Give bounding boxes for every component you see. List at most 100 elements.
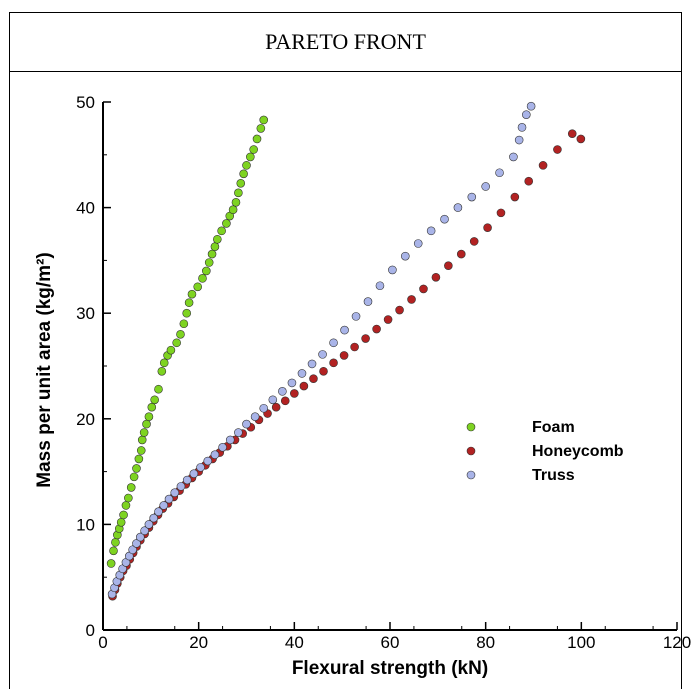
data-point — [340, 325, 349, 335]
data-point — [576, 134, 586, 144]
x-tick-label: 120 — [663, 633, 691, 652]
series-honeycomb — [108, 129, 586, 601]
y-axis-label: Mass per unit area (kg/m²) — [34, 252, 55, 487]
data-point — [456, 249, 466, 259]
data-point — [172, 338, 181, 348]
legend-label: Foam — [532, 419, 575, 436]
data-point — [329, 358, 338, 368]
data-point — [383, 315, 393, 324]
data-point — [137, 435, 147, 445]
data-point — [159, 358, 169, 368]
data-point — [249, 145, 258, 154]
data-point — [246, 152, 255, 162]
data-point — [318, 350, 327, 359]
data-point — [164, 494, 174, 504]
data-point — [440, 214, 449, 224]
data-point — [242, 161, 251, 170]
data-point — [524, 176, 534, 186]
data-point — [469, 237, 479, 246]
data-point — [242, 419, 251, 429]
data-point — [413, 239, 423, 248]
y-tick-label: 10 — [76, 515, 95, 534]
data-point — [179, 319, 189, 329]
x-tick-label: 80 — [476, 633, 495, 652]
y-tick-label: 50 — [76, 93, 95, 112]
data-point — [154, 507, 163, 517]
data-point — [196, 463, 205, 472]
data-point — [170, 488, 180, 498]
data-point — [363, 297, 373, 306]
data-point — [147, 402, 157, 412]
data-point — [154, 384, 163, 394]
data-point — [236, 179, 246, 188]
x-tick-label: 0 — [98, 633, 107, 652]
data-point — [426, 226, 436, 236]
axes — [102, 102, 677, 631]
data-point — [268, 395, 278, 405]
data-point — [198, 274, 207, 283]
data-point — [217, 226, 226, 236]
y-tick-label: 0 — [86, 621, 95, 640]
data-point — [116, 517, 126, 527]
data-point — [483, 223, 492, 232]
data-point — [136, 446, 146, 455]
data-point — [495, 168, 504, 178]
data-point — [401, 251, 410, 261]
data-point — [142, 419, 151, 429]
data-point — [526, 101, 536, 111]
data-point — [375, 281, 385, 291]
data-point — [361, 334, 370, 343]
data-point — [144, 520, 154, 529]
data-point — [121, 501, 131, 510]
data-point — [176, 330, 185, 339]
data-point — [150, 395, 159, 405]
data-point — [278, 387, 287, 396]
data-point — [287, 378, 297, 388]
x-tick-label: 60 — [381, 633, 400, 652]
data-points — [106, 101, 586, 601]
data-point — [193, 282, 203, 292]
data-point — [514, 135, 524, 145]
data-point — [256, 124, 266, 133]
legend-marker — [466, 422, 476, 432]
chart-title: PARETO FRONT — [10, 13, 681, 72]
data-point — [522, 110, 531, 119]
data-point — [419, 284, 428, 294]
data-point — [187, 289, 197, 299]
data-point — [339, 351, 349, 360]
data-point — [182, 308, 192, 318]
data-point — [453, 203, 463, 212]
data-point — [119, 510, 128, 520]
data-point — [210, 450, 220, 460]
data-point — [136, 532, 145, 542]
data-point — [350, 342, 359, 352]
ticks: 0 20 40 60 80 100 120 0 10 20 30 40 50 — [76, 93, 691, 652]
data-point — [297, 369, 307, 378]
y-tick-label: 30 — [76, 304, 95, 323]
data-point — [176, 482, 186, 491]
data-point — [210, 242, 220, 251]
data-point — [299, 381, 309, 391]
data-point — [250, 412, 260, 421]
data-point — [204, 258, 214, 267]
data-point — [207, 249, 217, 259]
data-point — [222, 219, 231, 228]
x-tick-label: 20 — [189, 633, 208, 652]
data-point — [290, 389, 299, 398]
data-point — [218, 443, 227, 452]
data-point — [189, 469, 199, 479]
data-point — [329, 338, 338, 348]
data-point — [182, 475, 192, 485]
data-point — [140, 526, 149, 536]
data-point — [239, 169, 248, 179]
y-tick-label: 40 — [76, 199, 95, 218]
legend-marker — [466, 446, 476, 456]
data-point — [231, 198, 241, 207]
data-point — [184, 298, 194, 307]
data-point — [481, 182, 490, 191]
data-point — [307, 359, 317, 369]
data-point — [252, 134, 262, 144]
data-point — [132, 539, 141, 548]
data-point — [496, 208, 506, 218]
